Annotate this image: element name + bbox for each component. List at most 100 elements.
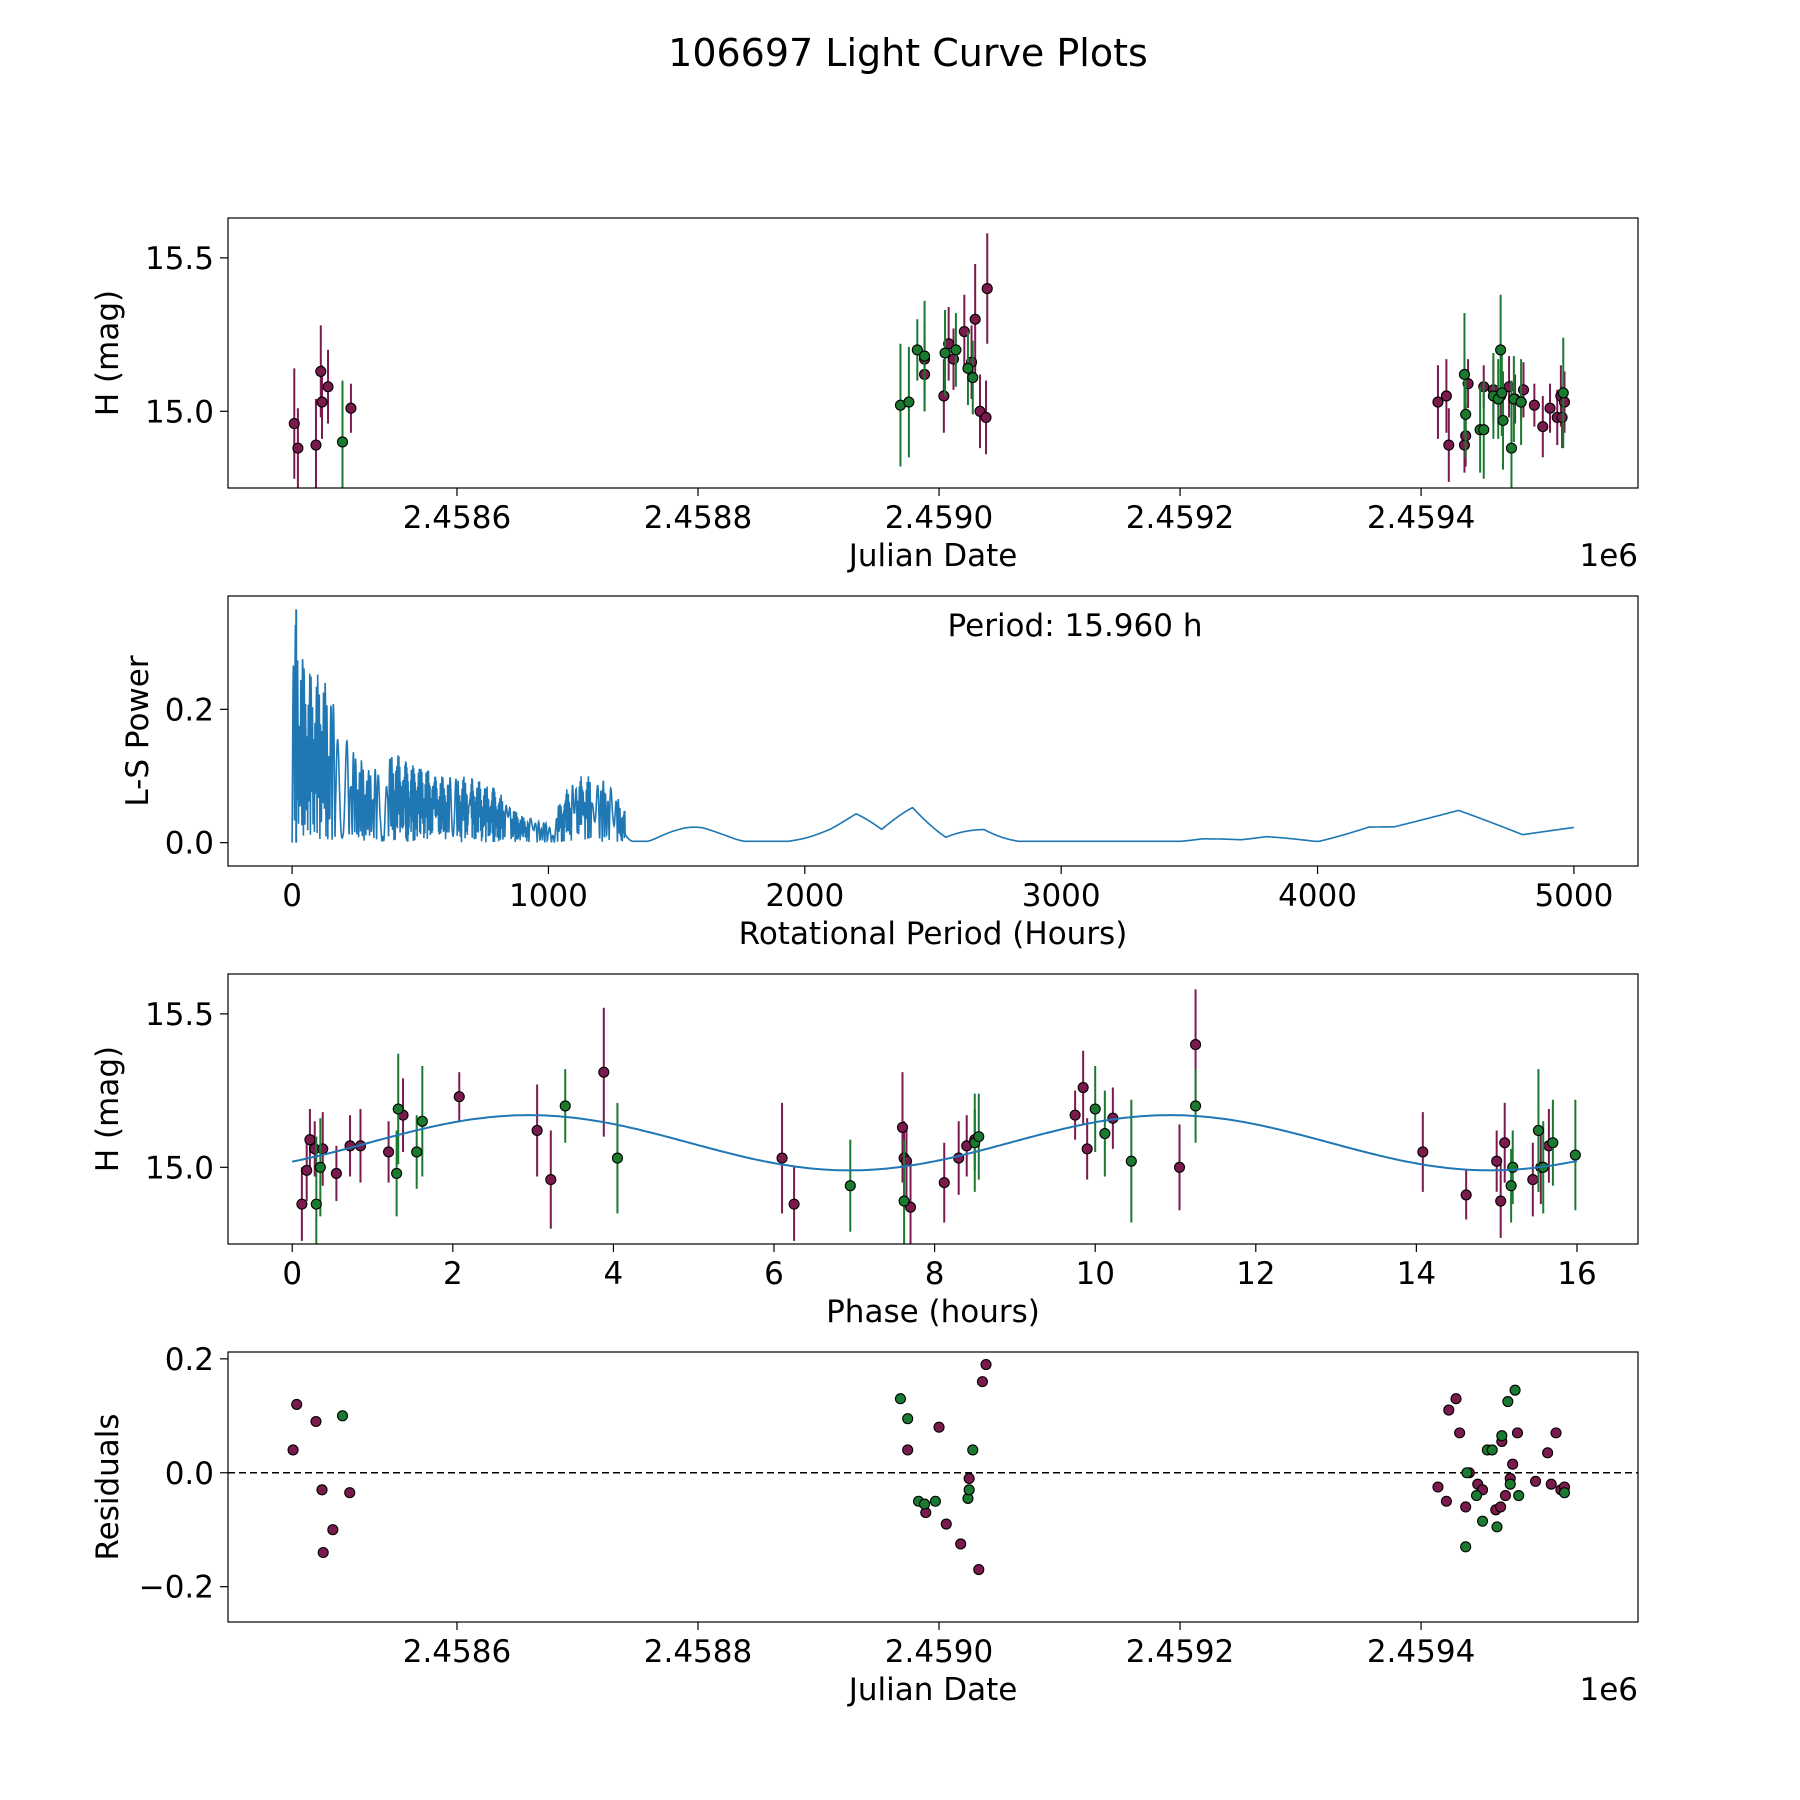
data-point [776,1152,788,1164]
data-point [1547,1137,1559,1149]
y-axis-label: H (mag) [90,290,126,416]
data-point [1517,384,1530,396]
light-curve-panel: 2.4586 2.4588 2.4590 2.4592 2.4594 15.0 15.5 Ju… [90,217,1639,574]
x-tick-label: 2.4590 [885,1634,993,1670]
data-point [1556,411,1568,423]
data-point [1527,1174,1539,1186]
y-tick-label: −0.2 [139,1570,214,1606]
residual-point [327,1524,339,1536]
residual-point [1495,1501,1507,1513]
residual-point [940,1518,952,1530]
data-point [1537,421,1549,433]
x-axis-label: Julian Date [847,538,1018,574]
x-tick-label: 2.4592 [1126,500,1234,536]
data-point [288,418,300,430]
residual-point [1558,1487,1571,1499]
data-point [1569,1149,1581,1161]
y-tick-label: 0.0 [165,1456,214,1492]
x-axis-label: Julian Date [847,1672,1018,1708]
period-annotation: Period: 15.960 h [948,608,1203,644]
data-point [310,439,322,451]
data-point [301,1164,313,1176]
data-point [1458,439,1471,451]
residual-point [1491,1521,1503,1533]
data-point [981,283,993,295]
plot-area [291,609,1575,844]
y-axis-label: L-S Power [120,655,156,806]
residual-point [1443,1404,1455,1416]
residual-point [963,1484,975,1496]
data-point [969,313,981,325]
data-point [598,1066,610,1078]
data-point [1495,1195,1507,1207]
data-point [330,1167,342,1179]
residual-point [902,1444,914,1456]
x-tick-label: 14 [1397,1256,1436,1292]
residual-point [973,1564,985,1576]
data-point [1069,1109,1081,1121]
x-tick-label: 4 [604,1256,624,1292]
residual-point [310,1415,322,1428]
y-tick-label: 15.5 [145,241,214,277]
data-point [1496,387,1508,399]
residual-point [1496,1430,1508,1442]
data-point [1505,1180,1517,1192]
x-tick-label: 10 [1075,1256,1114,1292]
series-magenta [288,233,1571,488]
data-point [962,362,974,374]
residual-point [1450,1393,1462,1405]
data-point [788,1198,800,1210]
x-tick-label: 1000 [509,878,588,914]
data-point [1173,1161,1186,1173]
series-magenta [287,1358,1571,1576]
data-point [950,344,962,356]
series-green [336,1384,1571,1553]
residual-point [894,1393,907,1405]
data-point [1478,424,1490,436]
data-point [531,1124,543,1137]
data-point [296,1198,308,1210]
data-point [967,371,979,384]
plot-area [228,1358,1638,1576]
y-tick-label: 15.0 [145,1150,214,1186]
data-point [392,1103,404,1115]
residual-point [1454,1427,1466,1439]
data-point [559,1100,571,1112]
residual-point [344,1487,356,1499]
periodogram-line [291,624,1575,844]
data-point [1440,390,1452,402]
x-tick-label: 2.4588 [644,1634,752,1670]
residual-point [1499,1489,1511,1502]
model-curve [292,1114,1578,1172]
residual-point [317,1546,329,1559]
x-tick-label: 0 [282,878,302,914]
residual-point [1507,1458,1519,1470]
x-axis-label: Rotational Period (Hours) [739,916,1128,952]
residual-point [1550,1427,1562,1439]
data-point [1497,414,1509,427]
data-point [345,402,357,414]
x-tick-label: 12 [1236,1256,1275,1292]
axes-frame [227,595,1639,867]
data-point [947,353,960,365]
residual-point [1530,1475,1542,1487]
data-point [1089,1103,1101,1115]
y-axis-label: H (mag) [90,1046,126,1172]
data-point [911,344,923,356]
x-tick-label: 3000 [1022,878,1101,914]
data-point [939,347,951,359]
residuals-panel: 2.4586 2.4588 2.4590 2.4592 2.4594 −0.2 0.0 0.2… [90,1342,1639,1708]
x-tick-label: 2.4594 [1367,1634,1475,1670]
residual-point [1461,1467,1473,1479]
residual-point [291,1398,303,1410]
residual-point [1460,1501,1472,1513]
x-tick-label: 5000 [1534,878,1613,914]
residual-point [967,1444,979,1456]
residual-point [1486,1444,1498,1456]
residual-point [976,1376,988,1388]
residual-point [1476,1515,1489,1527]
data-point [310,1198,322,1210]
data-point [1558,396,1571,408]
data-point [938,1177,950,1189]
